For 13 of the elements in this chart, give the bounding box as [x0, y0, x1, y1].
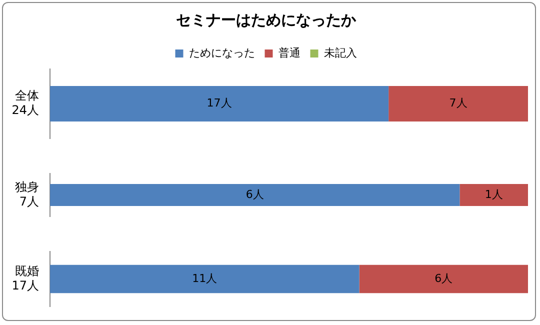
y-tick-label: 既婚 17人	[12, 264, 39, 292]
data-label: 1人	[484, 188, 503, 201]
legend-label: 普通	[278, 46, 300, 60]
data-label: 6人	[246, 188, 264, 201]
data-label: 17人	[206, 96, 232, 110]
chart-title: セミナーはためになったか	[176, 10, 357, 29]
legend-label: ためになった	[188, 46, 255, 60]
data-label: 7人	[449, 96, 468, 110]
data-label: 11人	[192, 272, 218, 285]
data-label: 6人	[434, 272, 453, 285]
y-tick-label: 全体 24人	[12, 88, 39, 118]
legend-label: 未記入	[324, 46, 357, 60]
y-tick-label: 独身 7人	[15, 180, 39, 208]
